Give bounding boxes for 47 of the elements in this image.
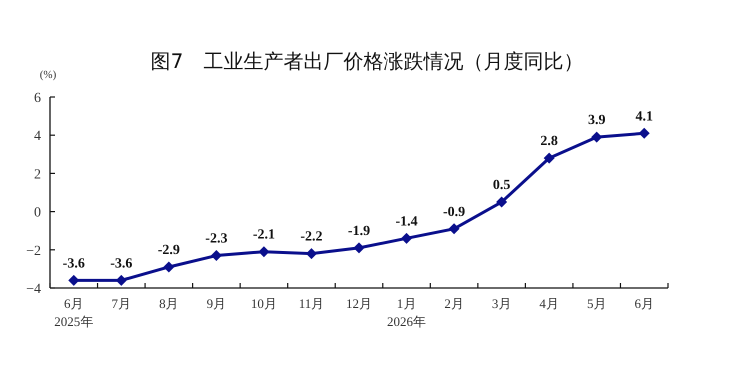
x-tick-label: 12月	[346, 296, 372, 311]
data-label: -1.4	[395, 214, 418, 230]
x-tick-label: 11月	[298, 296, 324, 311]
x-tick-label: 4月	[539, 296, 559, 311]
y-tick-label: −4	[26, 282, 41, 297]
x-tick-label: 3月	[492, 296, 512, 311]
data-label: 3.9	[588, 113, 606, 128]
x-tick-label: 1月 2026年	[387, 296, 426, 329]
y-tick-label: 4	[34, 129, 41, 144]
data-label: -3.6	[62, 256, 85, 272]
y-tick-label: −2	[26, 244, 41, 259]
data-label: 4.1	[635, 109, 653, 124]
data-label: -1.9	[348, 224, 370, 239]
data-label: 2.8	[540, 134, 558, 150]
x-tick-label: 10月	[250, 296, 277, 311]
x-tick-label: 6月	[634, 296, 654, 311]
x-tick-label: 8月	[159, 296, 179, 311]
x-tick-label: 7月	[112, 296, 132, 311]
y-tick-label: 2	[34, 167, 41, 182]
x-tick-label: 9月	[206, 296, 226, 311]
point	[448, 223, 460, 234]
x-tick-label: 5月	[586, 296, 606, 311]
data-label: -3.6	[110, 256, 132, 272]
point	[591, 132, 602, 143]
point	[496, 196, 508, 208]
x-tick-label: 6月 2025年	[54, 296, 94, 329]
point	[306, 248, 317, 260]
point	[354, 242, 364, 254]
point	[401, 232, 412, 244]
data-label: -2.9	[158, 242, 180, 258]
point	[116, 274, 127, 286]
data-label: -2.1	[252, 228, 276, 243]
point	[163, 261, 174, 272]
point	[258, 246, 270, 258]
data-label: 0.5	[492, 178, 510, 194]
point	[210, 250, 222, 262]
point	[68, 274, 80, 286]
y-axis-title: (%)	[40, 69, 57, 81]
data-label: -2.3	[205, 232, 228, 247]
point	[544, 152, 555, 164]
point	[638, 128, 650, 139]
data-label: -0.9	[442, 204, 466, 220]
y-tick-label: 0	[34, 206, 41, 221]
data-label: -2.2	[300, 230, 323, 245]
chart-title: 图7 工业生产者出厂价格涨跌情况（月度同比）	[150, 49, 584, 73]
x-tick-label: 2月	[444, 296, 464, 311]
y-tick-label: 6	[34, 91, 41, 106]
